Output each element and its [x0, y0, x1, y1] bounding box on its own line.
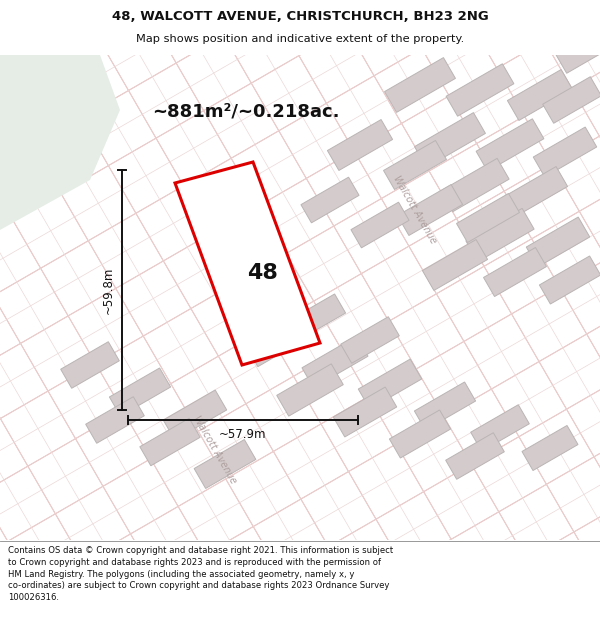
Polygon shape: [502, 166, 568, 217]
Polygon shape: [140, 418, 200, 466]
Text: Walcott Avenue: Walcott Avenue: [191, 414, 239, 486]
Polygon shape: [351, 202, 409, 248]
Polygon shape: [383, 141, 446, 189]
Polygon shape: [508, 69, 572, 121]
Polygon shape: [302, 336, 368, 388]
Polygon shape: [61, 342, 119, 388]
Polygon shape: [415, 112, 485, 168]
Polygon shape: [175, 162, 320, 365]
Polygon shape: [385, 58, 455, 112]
Polygon shape: [533, 127, 597, 177]
Polygon shape: [446, 432, 505, 479]
Text: ~57.9m: ~57.9m: [219, 428, 267, 441]
Polygon shape: [86, 397, 145, 443]
Text: Map shows position and indicative extent of the property.: Map shows position and indicative extent…: [136, 34, 464, 44]
Polygon shape: [333, 387, 397, 437]
Polygon shape: [539, 256, 600, 304]
Polygon shape: [542, 77, 600, 123]
Polygon shape: [341, 317, 400, 363]
Text: 48: 48: [247, 263, 278, 283]
Polygon shape: [526, 217, 590, 267]
Text: Walcott Avenue: Walcott Avenue: [391, 174, 439, 246]
Polygon shape: [415, 382, 476, 430]
Polygon shape: [0, 55, 120, 230]
Polygon shape: [476, 119, 544, 171]
Polygon shape: [109, 368, 170, 416]
Polygon shape: [194, 439, 256, 489]
Text: ~881m²/~0.218ac.: ~881m²/~0.218ac.: [152, 103, 340, 121]
Polygon shape: [522, 426, 578, 471]
Polygon shape: [457, 194, 520, 242]
Text: Contains OS data © Crown copyright and database right 2021. This information is : Contains OS data © Crown copyright and d…: [8, 546, 393, 602]
Polygon shape: [446, 64, 514, 116]
Polygon shape: [277, 364, 343, 416]
Polygon shape: [470, 405, 529, 451]
Polygon shape: [484, 248, 547, 296]
Polygon shape: [284, 294, 346, 342]
Text: 48, WALCOTT AVENUE, CHRISTCHURCH, BH23 2NG: 48, WALCOTT AVENUE, CHRISTCHURCH, BH23 2…: [112, 10, 488, 23]
Polygon shape: [441, 158, 509, 212]
Polygon shape: [397, 184, 463, 236]
Polygon shape: [466, 208, 534, 262]
Polygon shape: [422, 239, 488, 291]
Polygon shape: [228, 270, 292, 320]
Polygon shape: [358, 359, 422, 409]
Polygon shape: [301, 177, 359, 223]
Polygon shape: [556, 27, 600, 73]
Polygon shape: [328, 119, 392, 171]
Text: ~59.8m: ~59.8m: [102, 266, 115, 314]
Polygon shape: [389, 410, 451, 458]
Polygon shape: [163, 390, 227, 440]
Polygon shape: [246, 313, 314, 367]
